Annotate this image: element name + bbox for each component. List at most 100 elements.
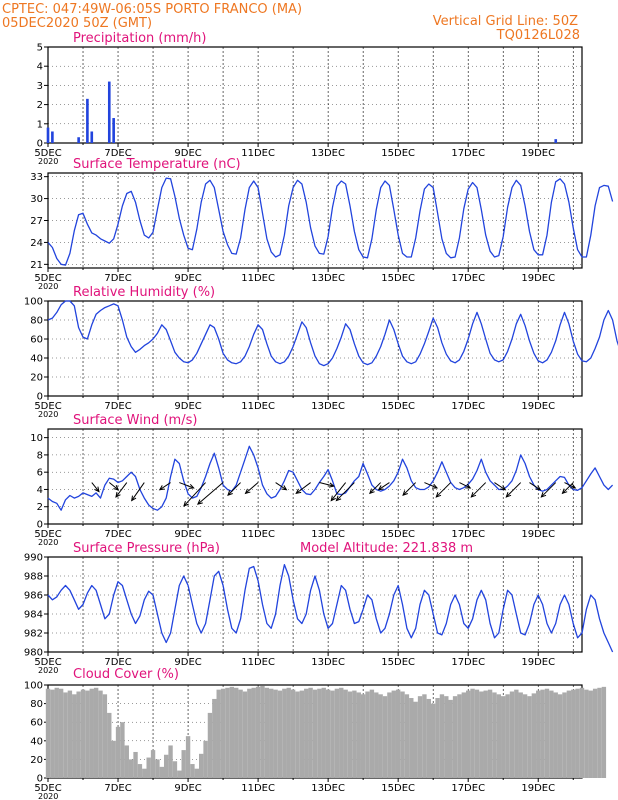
x-tick-label: 5DEC (34, 401, 61, 412)
bar (597, 687, 602, 778)
x-tick-label: 5DEC (34, 273, 61, 284)
year-label: 2020 (38, 157, 58, 166)
y-tick-label: 982 (24, 629, 43, 640)
bar (85, 690, 90, 778)
plot-frame (47, 46, 583, 144)
x-tick-label: 17DEC (451, 401, 485, 412)
wind-arrow-head (115, 491, 121, 498)
bar (220, 688, 226, 778)
bar (531, 693, 537, 778)
x-tick-label: 15DEC (381, 529, 415, 540)
wind-arrow-shaft (275, 482, 287, 491)
wind-arrow-head (470, 492, 477, 498)
panel-title: Surface Pressure (hPa) (73, 541, 220, 556)
x-tick-label: 13DEC (311, 529, 345, 540)
header-grid-line: Vertical Grid Line: 50Z (433, 14, 578, 29)
bar (273, 689, 278, 778)
bar (312, 689, 318, 778)
bar (483, 690, 488, 778)
wind-arrow-shaft (330, 482, 347, 501)
bar (115, 726, 121, 778)
x-tick-label: 19DEC (521, 401, 555, 412)
panel-title: Cloud Cover (%) (73, 667, 179, 682)
bar (185, 736, 191, 778)
bar (501, 696, 506, 778)
x-tick-label: 19DEC (521, 148, 555, 159)
wind-arrow-shaft (319, 482, 334, 487)
bar (448, 699, 453, 778)
x-tick-label: 9DEC (174, 529, 201, 540)
wind-arrow-head (561, 488, 568, 495)
bar (54, 687, 59, 778)
bar (98, 690, 103, 778)
wind-arrow-shaft (183, 482, 206, 507)
bar (50, 689, 55, 778)
wind-arrow-head (158, 485, 165, 491)
wind-arrow-head (377, 485, 384, 491)
bar (150, 750, 156, 778)
bar (86, 98, 89, 143)
plot-frame (47, 556, 583, 653)
wind-arrow-shaft (115, 482, 128, 498)
bar (225, 687, 230, 778)
x-tick-label: 9DEC (174, 783, 201, 794)
wind-arrow-head (113, 485, 120, 491)
wind-arrow-shaft (435, 482, 452, 498)
y-tick-label: 24 (30, 238, 43, 249)
bar (107, 81, 111, 143)
bar (282, 688, 287, 778)
y-tick-label: 0 (37, 520, 43, 531)
bar (334, 688, 340, 778)
wind-arrow-shaft (245, 482, 259, 494)
wind-arrow-head (570, 483, 577, 489)
bar (330, 690, 335, 778)
bar (229, 686, 235, 778)
x-tick-label: 13DEC (311, 148, 345, 159)
bar (212, 698, 217, 778)
bar (51, 131, 54, 143)
y-tick-label: 0 (37, 774, 43, 785)
x-tick-label: 9DEC (174, 148, 201, 159)
series-line (47, 445, 614, 511)
bar (260, 685, 265, 778)
bar (601, 686, 607, 778)
panel-title: Relative Humidity (%) (73, 285, 215, 300)
panel-title: Surface Temperature (nC) (73, 157, 241, 172)
wind-arrow-head (535, 485, 542, 491)
wind-arrow-head (435, 492, 442, 498)
bar (77, 137, 80, 143)
header-datetime: 05DEC2020 50Z (GMT) (2, 16, 152, 31)
bar (242, 691, 248, 778)
bar (347, 691, 353, 778)
bar (479, 691, 484, 778)
x-tick-label: 11DEC (241, 529, 275, 540)
x-tick-label: 13DEC (311, 273, 345, 284)
precipitation-panel: 0 1 2 3 4 5 5DEC 7DEC 9DEC 11DEC 13DEC 15DEC 17DEC 19… (34, 31, 583, 166)
bar (461, 692, 467, 778)
wind-arrow-head (94, 486, 100, 493)
x-tick-label: 5DEC (34, 529, 61, 540)
bar (238, 689, 243, 778)
bar (181, 750, 186, 778)
bar (356, 692, 361, 778)
bar (439, 694, 445, 778)
bar (571, 689, 576, 778)
year-label: 2020 (38, 410, 58, 419)
plot-frame (47, 300, 583, 397)
bar (102, 694, 108, 778)
bar (505, 694, 510, 778)
bar (557, 694, 563, 778)
bar (374, 692, 379, 778)
bar (592, 688, 598, 778)
year-label: 2020 (38, 538, 58, 547)
y-tick-label: 1 (37, 119, 43, 130)
wind-arrow-head (540, 492, 547, 498)
wind-arrow-shaft (505, 482, 522, 498)
bar (378, 694, 383, 778)
bar (290, 689, 296, 778)
bar (544, 688, 550, 778)
x-tick-label: 19DEC (521, 783, 555, 794)
y-tick-label: 980 (24, 648, 43, 659)
x-tick-label: 11DEC (241, 401, 275, 412)
temperature-panel: 21 24 27 30 33 5DEC 7DEC 9DEC 11DEC 13DEC 15DEC 17D… (30, 157, 614, 291)
